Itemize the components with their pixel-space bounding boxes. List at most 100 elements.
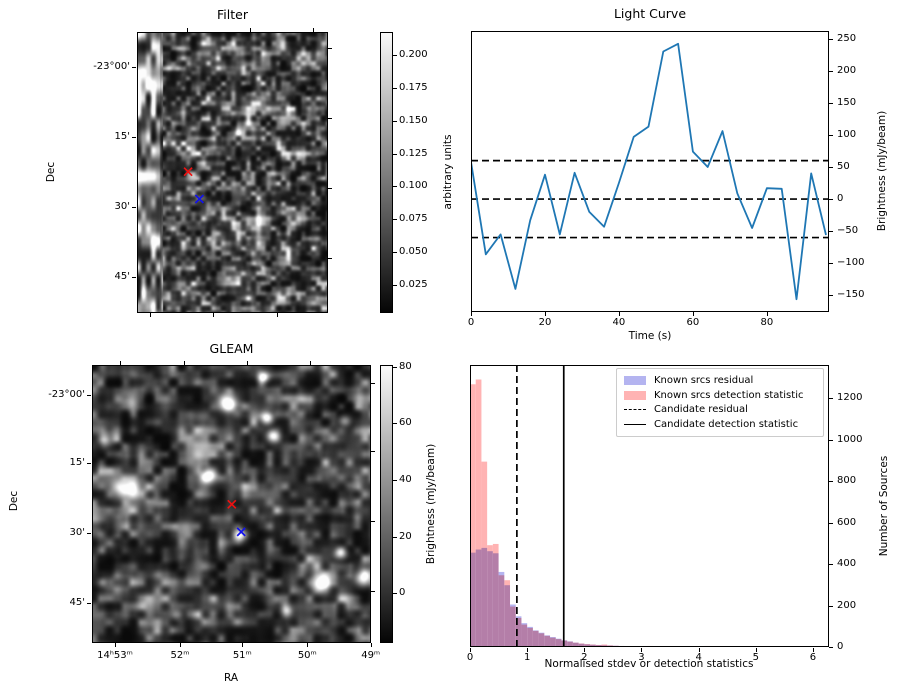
light-curve-ytick-label: 100 [837,128,857,140]
tick-mark [829,605,833,607]
tick-mark [393,120,397,122]
filter-colorbar-tick-label: 0.125 [399,147,428,159]
histogram-xtick-label: 1 [523,652,531,663]
tick-mark [393,219,397,221]
tick-mark [213,313,215,317]
histogram-ytick-label: 1200 [837,392,863,404]
tick-mark [370,643,372,647]
tick-mark [242,643,244,647]
filter-dec-tick-label: 45' [114,270,130,282]
histogram-xtick-label: 4 [695,652,702,663]
gleam-colorbar-tick-label: 40 [399,474,412,485]
tick-mark [250,28,251,32]
tick-mark [829,263,833,265]
histogram-ytick-label: 200 [837,599,857,611]
filter-colorbar-tick-label: 0.075 [399,213,428,225]
legend-item-1: Known srcs detection statistic [624,389,816,402]
gleam-colorbar-tick-label: 0 [399,587,406,599]
tick-mark [87,603,91,605]
legend-swatch [624,390,646,400]
light-curve-ytick-label: 200 [837,64,857,76]
filter-colorbar [380,32,393,313]
tick-mark [544,312,546,316]
gleam-title: GLEAM [209,341,254,356]
tick-mark [829,231,833,233]
tick-mark [393,285,397,287]
tick-mark [310,361,311,365]
tick-mark [829,439,833,441]
tick-mark [618,312,620,316]
histogram-ylabel: Number of Sources [878,455,890,557]
histogram-ytick-label: 0 [837,641,844,652]
tick-mark [184,361,185,365]
tick-mark [641,648,643,652]
tick-mark [812,648,814,652]
filter-ylabel: Dec [45,161,57,183]
histogram-xtick-label: 3 [638,652,645,663]
tick-mark [393,186,397,188]
tick-mark [87,395,91,396]
tick-mark [371,451,375,452]
tick-mark [829,481,833,483]
tick-mark [829,522,833,524]
legend-item-0: Known srcs residual [624,374,816,387]
tick-mark [328,48,332,50]
light-curve-ytick-label: 250 [837,32,857,44]
tick-mark [276,313,278,317]
tick-mark [393,252,397,254]
legend-label: Candidate detection statistic [654,419,799,431]
gleam-colorbar-label: Brightness (mJy/beam) [425,443,437,565]
tick-mark [393,536,397,538]
tick-mark [393,480,397,481]
tick-mark [393,55,397,56]
tick-mark [120,361,121,365]
tick-mark [698,648,700,652]
light-curve-title: Light Curve [613,6,687,21]
light-curve-xlabel: Time (s) [628,330,672,342]
tick-mark [328,188,332,190]
gleam-colorbar-tick-label: 60 [399,417,412,429]
light-curve-xtick-label: 40 [612,317,626,328]
gleam-sky-image [93,366,370,642]
filter-dec-tick-label: 30' [114,200,130,212]
tick-mark [313,28,314,32]
tick-mark [132,206,136,208]
tick-mark [829,295,833,297]
filter-colorbar-label: arbitrary units [442,134,454,210]
filter-sky-image [138,33,327,312]
histogram-xtick-label: 6 [809,652,817,663]
tick-mark [307,643,309,647]
legend-label: Known srcs detection statistic [654,389,804,401]
gleam-dec-tick-label: 30' [69,527,85,539]
tick-mark [180,643,181,647]
tick-mark [829,647,833,648]
tick-mark [829,70,833,72]
filter-colorbar-tick-label: 0.050 [399,246,428,258]
tick-mark [115,643,116,647]
tick-mark [470,648,471,652]
gleam-ra-tick-label: 50ᵐ [297,650,317,661]
tick-mark [393,153,397,155]
histogram-legend: Known srcs residual Known srcs detection … [616,368,824,437]
gleam-dec-tick-label: 45' [69,597,85,609]
gleam-ra-tick-label: 14ʰ53ᵐ [97,650,133,661]
legend-item-2: Candidate residual [624,403,816,416]
light-curve-ytick-label: 150 [837,96,857,108]
gleam-xlabel: RA [223,672,239,684]
histogram-xlabel: Normalised stdev or detection statistics [544,658,754,670]
tick-mark [755,648,757,652]
tick-mark [328,118,332,120]
filter-colorbar-tick-label: 0.175 [399,81,428,93]
legend-item-3: Candidate detection statistic [624,418,816,431]
gleam-ra-tick-label: 49ᵐ [361,650,381,661]
tick-mark [393,593,397,595]
filter-colorbar-tick-label: 0.150 [399,114,428,126]
legend-label: Candidate residual [654,404,748,416]
gleam-colorbar [380,365,393,643]
tick-mark [829,134,833,136]
gleam-colorbar-tick-label: 20 [399,530,412,542]
tick-mark [87,533,91,535]
tick-mark [371,521,375,522]
tick-mark [150,313,151,317]
